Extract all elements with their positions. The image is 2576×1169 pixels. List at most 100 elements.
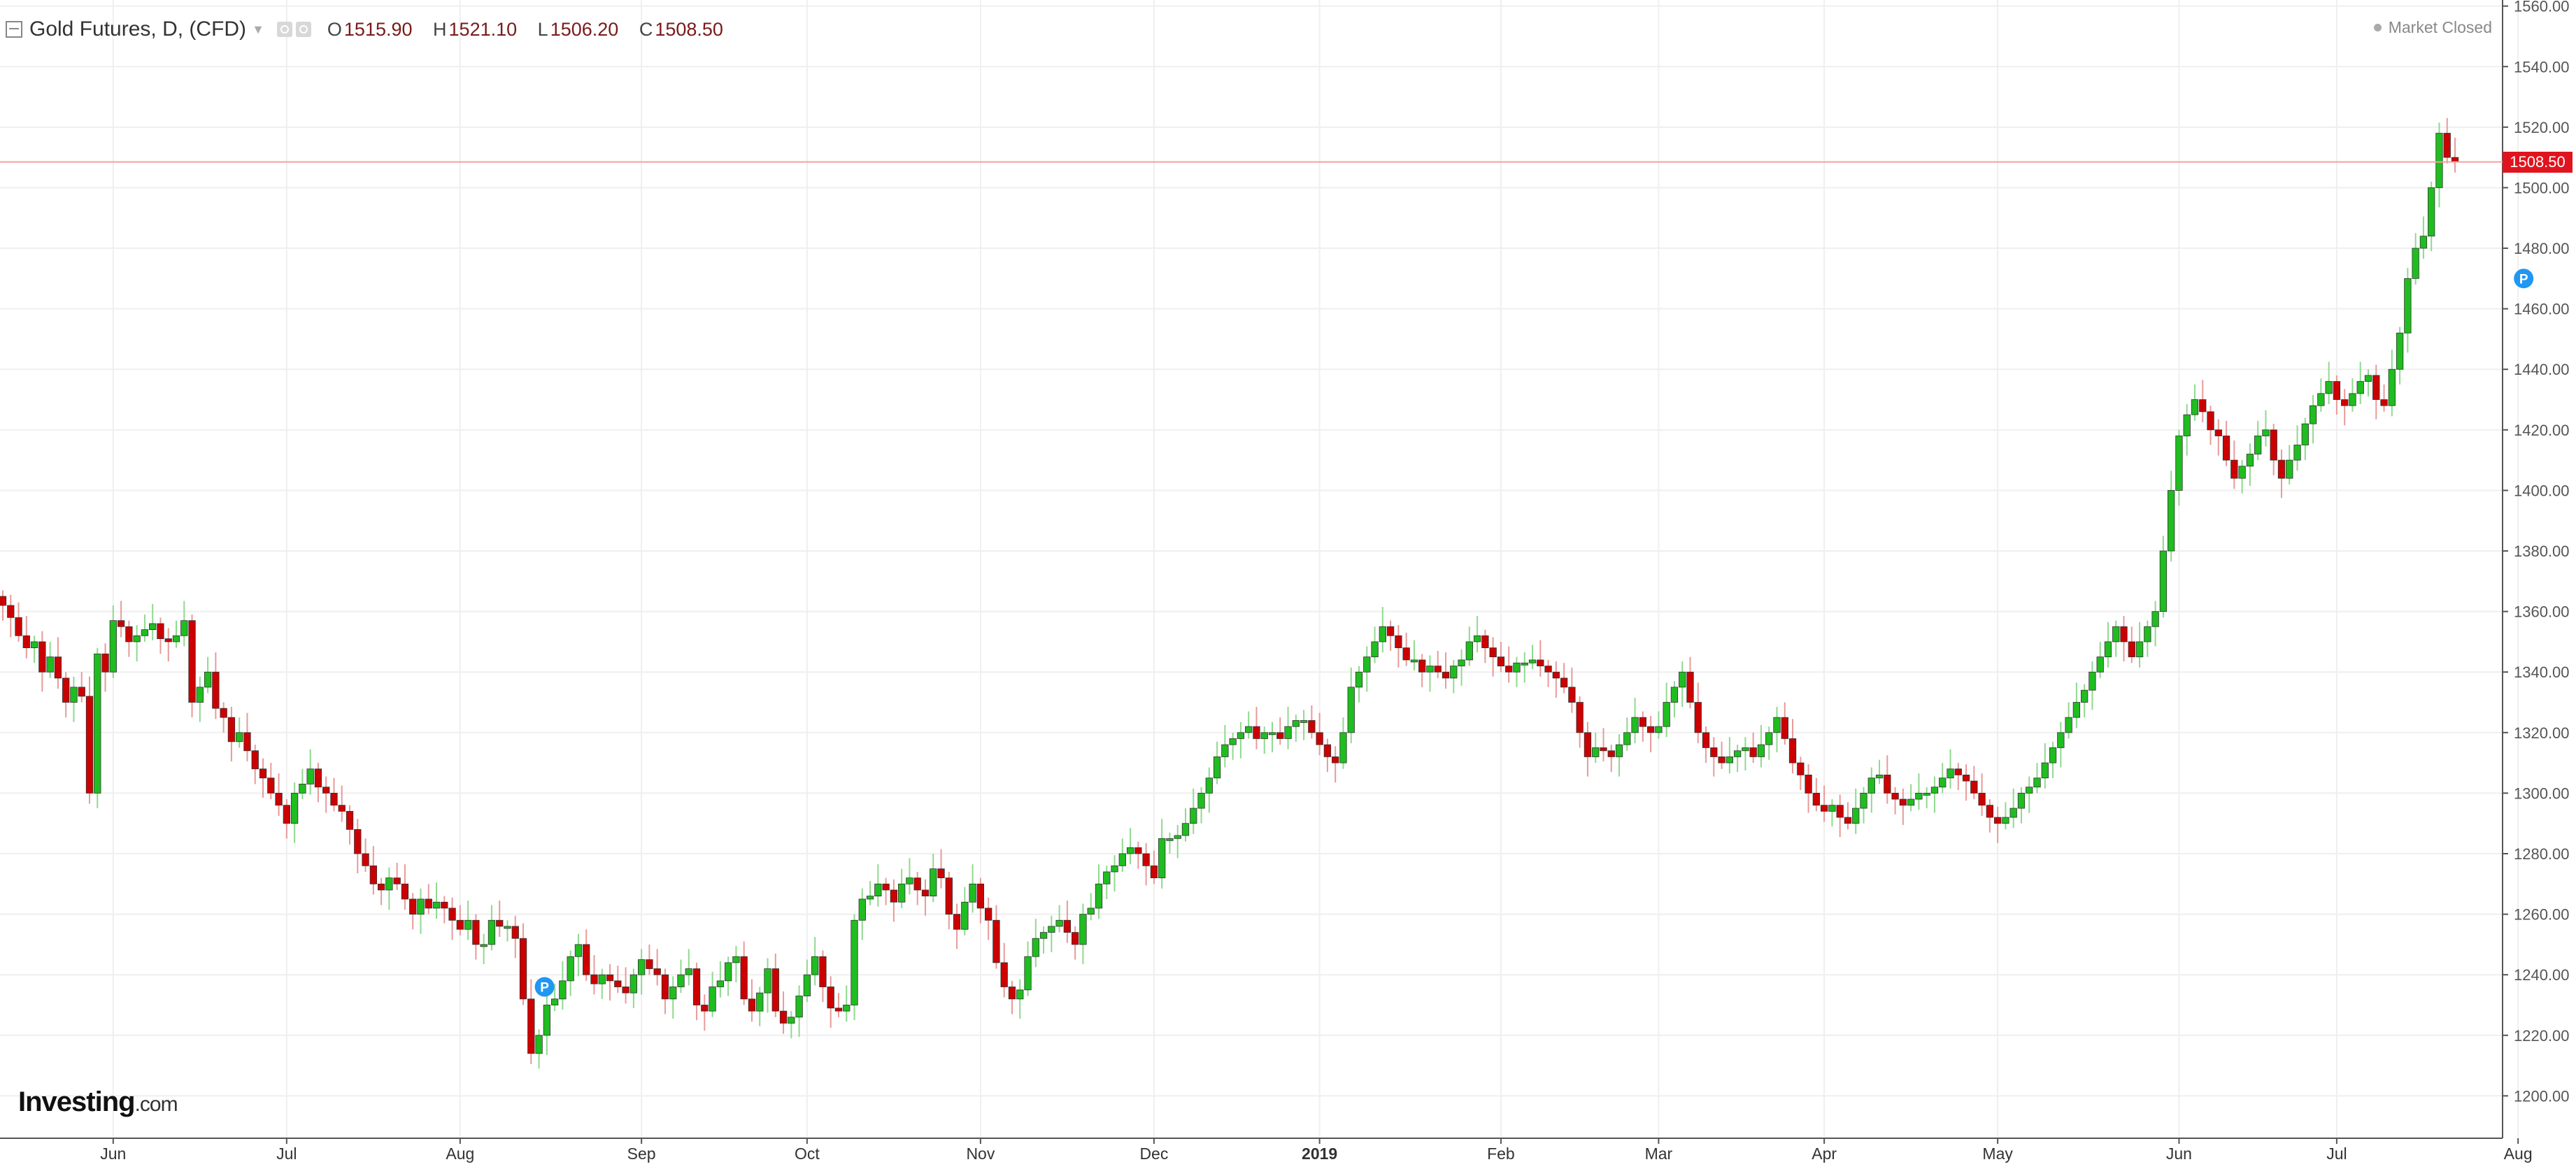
candle[interactable] <box>2293 425 2301 471</box>
candle[interactable] <box>109 605 117 678</box>
candle[interactable] <box>1048 915 1055 952</box>
candle[interactable] <box>30 636 38 664</box>
candle[interactable] <box>788 1011 795 1039</box>
candle[interactable] <box>1221 724 1229 768</box>
candle[interactable] <box>1986 799 1994 833</box>
candle[interactable] <box>251 745 259 784</box>
candle[interactable] <box>2349 378 2356 412</box>
candle[interactable] <box>567 950 574 996</box>
candle[interactable] <box>2396 327 2404 385</box>
candle[interactable] <box>1584 722 1592 777</box>
candle[interactable] <box>1205 767 1213 813</box>
candle[interactable] <box>913 871 921 905</box>
candle[interactable] <box>1497 641 1505 673</box>
candle[interactable] <box>1268 722 1276 752</box>
candle[interactable] <box>2168 471 2175 562</box>
candle[interactable] <box>441 896 448 924</box>
candle[interactable] <box>385 867 393 910</box>
candle[interactable] <box>1891 787 1899 815</box>
candle[interactable] <box>1528 645 1537 669</box>
candle[interactable] <box>2404 268 2412 353</box>
candle[interactable] <box>1923 787 1930 809</box>
candle[interactable] <box>236 717 243 748</box>
candle[interactable] <box>164 628 172 662</box>
candle[interactable] <box>362 838 369 872</box>
candle[interactable] <box>2435 122 2443 208</box>
candle[interactable] <box>393 862 401 890</box>
candle[interactable] <box>779 991 788 1034</box>
candle[interactable] <box>117 601 125 638</box>
candle[interactable] <box>1820 785 1828 822</box>
candle[interactable] <box>1867 767 1875 813</box>
candle[interactable] <box>464 901 472 940</box>
candle[interactable] <box>827 976 834 1028</box>
candle[interactable] <box>2214 419 2222 456</box>
candle[interactable] <box>1442 652 1450 689</box>
candle[interactable] <box>2380 384 2388 412</box>
candle[interactable] <box>583 929 590 981</box>
candle[interactable] <box>267 763 275 800</box>
candle[interactable] <box>898 868 906 908</box>
candle[interactable] <box>519 923 527 1005</box>
candle[interactable] <box>306 749 314 795</box>
candle[interactable] <box>1229 732 1237 760</box>
candle[interactable] <box>504 920 511 942</box>
candle[interactable] <box>709 971 716 1017</box>
candle[interactable] <box>1947 749 1954 789</box>
candle[interactable] <box>653 949 661 986</box>
candle[interactable] <box>2041 743 2049 789</box>
candle[interactable] <box>1812 777 1821 812</box>
candle[interactable] <box>1237 722 1245 759</box>
candle[interactable] <box>550 984 559 1012</box>
candle[interactable] <box>204 657 212 694</box>
candle[interactable] <box>1450 659 1458 694</box>
candle[interactable] <box>1473 616 1481 653</box>
candle[interactable] <box>1805 764 1812 813</box>
candle[interactable] <box>1126 828 1134 865</box>
candle[interactable] <box>1095 864 1103 919</box>
candle[interactable] <box>46 641 54 678</box>
candle[interactable] <box>1639 711 1646 742</box>
candle[interactable] <box>930 854 937 903</box>
candle[interactable] <box>2317 378 2325 412</box>
candle[interactable] <box>811 937 819 986</box>
candle[interactable] <box>1797 756 1805 791</box>
candle[interactable] <box>1418 654 1426 687</box>
candle[interactable] <box>2096 641 2104 678</box>
candle[interactable] <box>2364 369 2372 397</box>
candle[interactable] <box>1828 799 1836 827</box>
candle[interactable] <box>1181 808 1190 842</box>
candle[interactable] <box>574 933 583 977</box>
candle[interactable] <box>2286 445 2293 485</box>
candle[interactable] <box>882 877 890 905</box>
candle[interactable] <box>1718 741 1725 769</box>
candle[interactable] <box>2207 406 2214 445</box>
candle[interactable] <box>283 799 290 839</box>
candle[interactable] <box>2443 117 2451 164</box>
candle[interactable] <box>149 603 157 640</box>
candle[interactable] <box>819 950 827 1003</box>
candle[interactable] <box>1915 773 1923 810</box>
candle[interactable] <box>2246 443 2254 486</box>
candle[interactable] <box>1733 745 1742 773</box>
candle[interactable] <box>1118 838 1126 872</box>
candle[interactable] <box>1379 607 1386 653</box>
candle[interactable] <box>1615 733 1623 777</box>
candle[interactable] <box>188 614 196 718</box>
candle[interactable] <box>1355 666 1363 703</box>
candle[interactable] <box>1410 640 1418 671</box>
candle[interactable] <box>1939 763 1947 794</box>
candle[interactable] <box>858 888 866 940</box>
candle[interactable] <box>1489 637 1497 677</box>
candle[interactable] <box>141 614 149 642</box>
candle[interactable] <box>1694 682 1702 743</box>
candle[interactable] <box>2254 420 2262 461</box>
candle[interactable] <box>937 849 945 889</box>
candle[interactable] <box>1300 710 1308 740</box>
candle[interactable] <box>346 805 354 845</box>
candle[interactable] <box>1316 712 1323 756</box>
candle[interactable] <box>969 864 976 913</box>
candle[interactable] <box>1781 702 1788 745</box>
candle[interactable] <box>1063 901 1072 943</box>
